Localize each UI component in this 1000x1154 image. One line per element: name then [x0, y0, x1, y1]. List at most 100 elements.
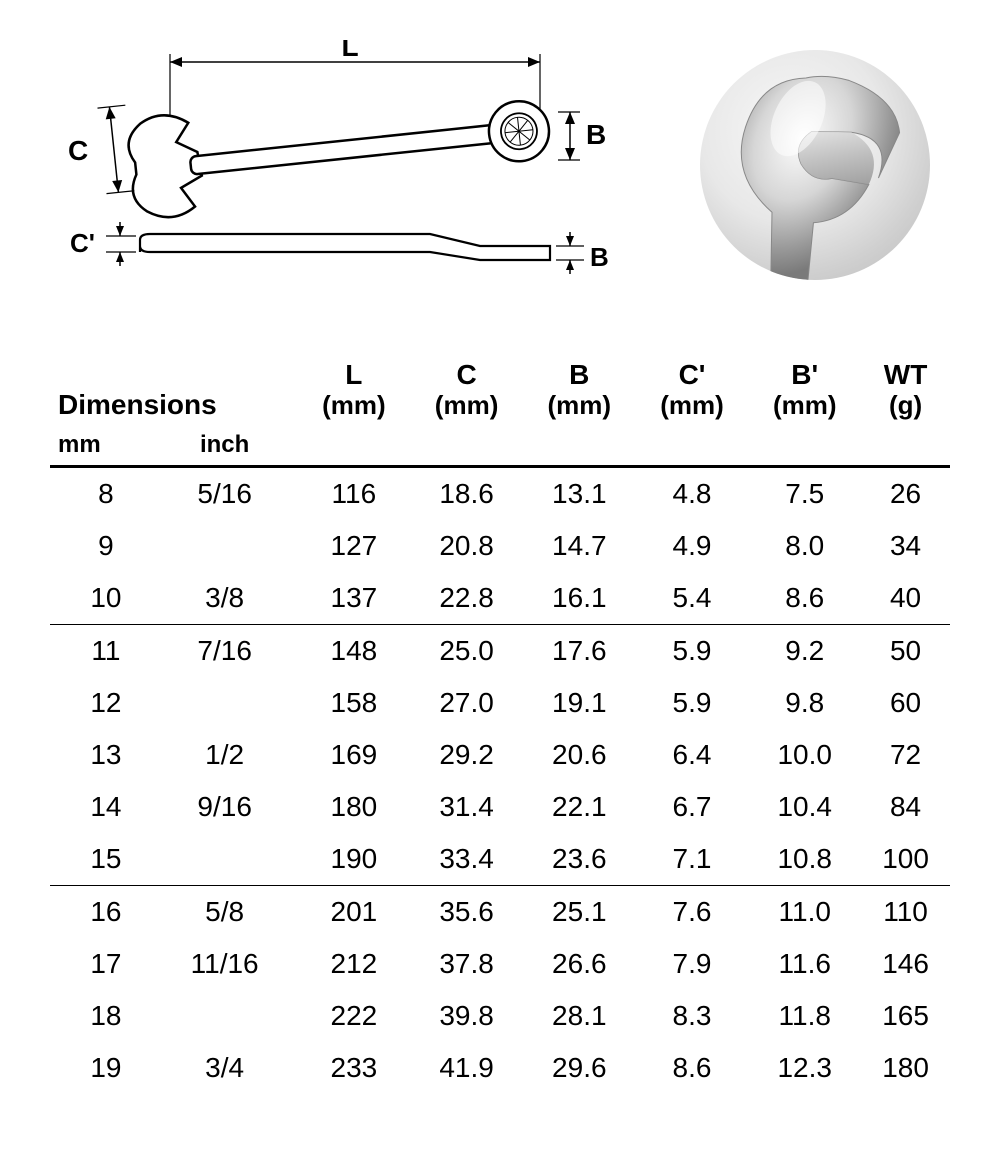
cell: 9	[50, 520, 152, 572]
cell: 7.5	[748, 466, 861, 520]
col-Cp: C'(mm)	[636, 355, 749, 427]
cell: 31.4	[410, 781, 523, 833]
label-Bp: B'	[590, 242, 610, 272]
cell: 18.6	[410, 466, 523, 520]
product-photo-wrap	[700, 50, 930, 280]
cell: 28.1	[523, 990, 636, 1042]
cell: 4.9	[636, 520, 749, 572]
cell: 11.0	[748, 885, 861, 938]
cell: 11	[50, 624, 152, 677]
dimensions-table: Dimensions L(mm) C(mm) B(mm) C'(mm) B'(m…	[50, 355, 950, 1094]
cell: 6.7	[636, 781, 749, 833]
cell: 9.2	[748, 624, 861, 677]
cell: 40	[861, 572, 950, 625]
cell: 100	[861, 833, 950, 886]
col-mm: mm	[50, 427, 152, 466]
cell: 10.0	[748, 729, 861, 781]
cell: 212	[298, 938, 411, 990]
table-row: 117/1614825.017.65.99.250	[50, 624, 950, 677]
cell: 158	[298, 677, 411, 729]
cell: 11.8	[748, 990, 861, 1042]
cell: 16	[50, 885, 152, 938]
col-C: C(mm)	[410, 355, 523, 427]
cell: 6.4	[636, 729, 749, 781]
table-row: 1519033.423.67.110.8100	[50, 833, 950, 886]
label-L: L	[341, 40, 358, 62]
wrench-diagram-svg: L	[50, 40, 610, 300]
table-row: 1215827.019.15.99.860	[50, 677, 950, 729]
cell: 18	[50, 990, 152, 1042]
cell: 27.0	[410, 677, 523, 729]
col-Bp: B'(mm)	[748, 355, 861, 427]
dimensions-label: Dimensions	[58, 389, 217, 420]
cell: 26.6	[523, 938, 636, 990]
cell: 180	[298, 781, 411, 833]
col-L: L(mm)	[298, 355, 411, 427]
cell: 5/8	[152, 885, 298, 938]
cell: 13	[50, 729, 152, 781]
cell: 137	[298, 572, 411, 625]
table-row: 131/216929.220.66.410.072	[50, 729, 950, 781]
cell: 7.6	[636, 885, 749, 938]
cell: 201	[298, 885, 411, 938]
cell: 17.6	[523, 624, 636, 677]
cell: 7.9	[636, 938, 749, 990]
cell	[152, 833, 298, 886]
cell: 33.4	[410, 833, 523, 886]
table-row: 1822239.828.18.311.8165	[50, 990, 950, 1042]
cell: 29.6	[523, 1042, 636, 1094]
cell: 4.8	[636, 466, 749, 520]
cell: 9/16	[152, 781, 298, 833]
cell: 12	[50, 677, 152, 729]
table-row: 103/813722.816.15.48.640	[50, 572, 950, 625]
cell: 37.8	[410, 938, 523, 990]
technical-diagram: L	[50, 40, 610, 305]
cell: 5.9	[636, 624, 749, 677]
table-row: 1711/1621237.826.67.911.6146	[50, 938, 950, 990]
cell: 84	[861, 781, 950, 833]
label-C: C	[68, 135, 88, 166]
cell: 35.6	[410, 885, 523, 938]
cell: 9.8	[748, 677, 861, 729]
cell: 180	[861, 1042, 950, 1094]
cell	[152, 677, 298, 729]
cell: 34	[861, 520, 950, 572]
cell: 116	[298, 466, 411, 520]
cell: 190	[298, 833, 411, 886]
table-row: 165/820135.625.17.611.0110	[50, 885, 950, 938]
table-row: 193/423341.929.68.612.3180	[50, 1042, 950, 1094]
cell: 20.6	[523, 729, 636, 781]
table-row: 149/1618031.422.16.710.484	[50, 781, 950, 833]
cell: 13.1	[523, 466, 636, 520]
cell: 14	[50, 781, 152, 833]
col-B: B(mm)	[523, 355, 636, 427]
label-B: B	[586, 119, 606, 150]
cell: 11.6	[748, 938, 861, 990]
cell: 5/16	[152, 466, 298, 520]
col-inch: inch	[152, 427, 298, 466]
cell: 12.3	[748, 1042, 861, 1094]
cell: 8.6	[748, 572, 861, 625]
cell: 14.7	[523, 520, 636, 572]
cell: 17	[50, 938, 152, 990]
product-photo	[700, 50, 930, 280]
cell: 146	[861, 938, 950, 990]
col-WT: WT(g)	[861, 355, 950, 427]
label-Cp: C'	[70, 228, 95, 258]
cell: 8.0	[748, 520, 861, 572]
cell: 10	[50, 572, 152, 625]
cell: 25.1	[523, 885, 636, 938]
cell: 222	[298, 990, 411, 1042]
cell: 233	[298, 1042, 411, 1094]
cell: 10.8	[748, 833, 861, 886]
cell: 16.1	[523, 572, 636, 625]
table-body: 85/1611618.613.14.87.526912720.814.74.98…	[50, 466, 950, 1094]
cell: 72	[861, 729, 950, 781]
cell: 26	[861, 466, 950, 520]
cell: 8	[50, 466, 152, 520]
cell: 15	[50, 833, 152, 886]
table-row: 912720.814.74.98.034	[50, 520, 950, 572]
cell: 41.9	[410, 1042, 523, 1094]
cell: 5.9	[636, 677, 749, 729]
cell: 148	[298, 624, 411, 677]
